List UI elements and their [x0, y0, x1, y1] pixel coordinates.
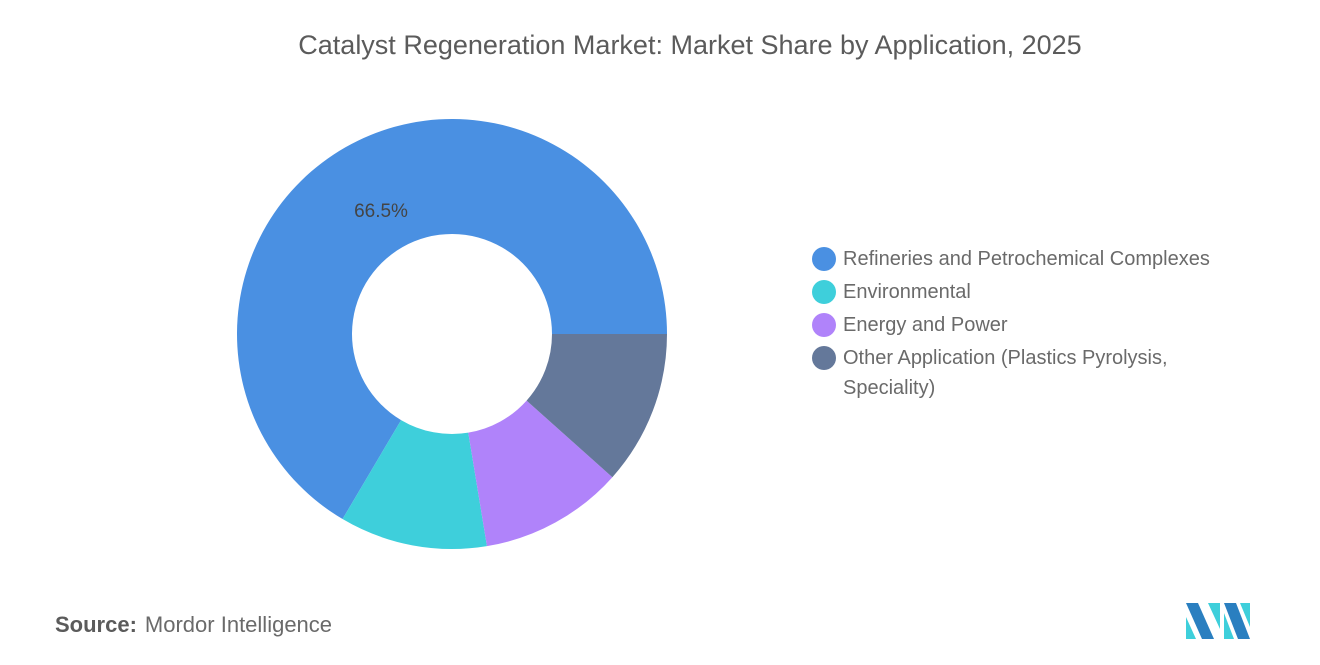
legend-swatch	[812, 247, 836, 271]
data-label: 66.5%	[354, 201, 408, 222]
donut-chart: 66.5%	[237, 119, 668, 549]
legend-item[interactable]: Environmental	[812, 277, 1282, 307]
legend: Refineries and Petrochemical Complexes E…	[812, 244, 1282, 406]
source: Source: Mordor Intelligence	[55, 612, 332, 638]
legend-item[interactable]: Energy and Power	[812, 310, 1282, 340]
legend-label: Energy and Power	[843, 314, 1008, 336]
source-label: Source:	[55, 612, 137, 637]
legend-item[interactable]: Refineries and Petrochemical Complexes	[812, 244, 1282, 274]
donut-slice[interactable]	[237, 119, 668, 520]
donut-slice[interactable]	[342, 420, 487, 549]
source-value: Mordor Intelligence	[144, 612, 333, 637]
mordor-intelligence-logo	[1186, 603, 1250, 639]
legend-label: Refineries and Petrochemical Complexes	[843, 248, 1210, 270]
legend-item[interactable]: Other Application (Plastics Pyrolysis, S…	[812, 343, 1282, 403]
donut-slice[interactable]	[526, 334, 667, 478]
donut-slice[interactable]	[468, 400, 613, 547]
legend-swatch	[812, 346, 836, 370]
legend-swatch	[812, 280, 836, 304]
chart-title: Catalyst Regeneration Market: Market Sha…	[298, 30, 1082, 60]
legend-label: Environmental	[843, 281, 971, 303]
legend-label: Other Application (Plastics Pyrolysis, S…	[843, 347, 1168, 399]
legend-swatch	[812, 313, 836, 337]
